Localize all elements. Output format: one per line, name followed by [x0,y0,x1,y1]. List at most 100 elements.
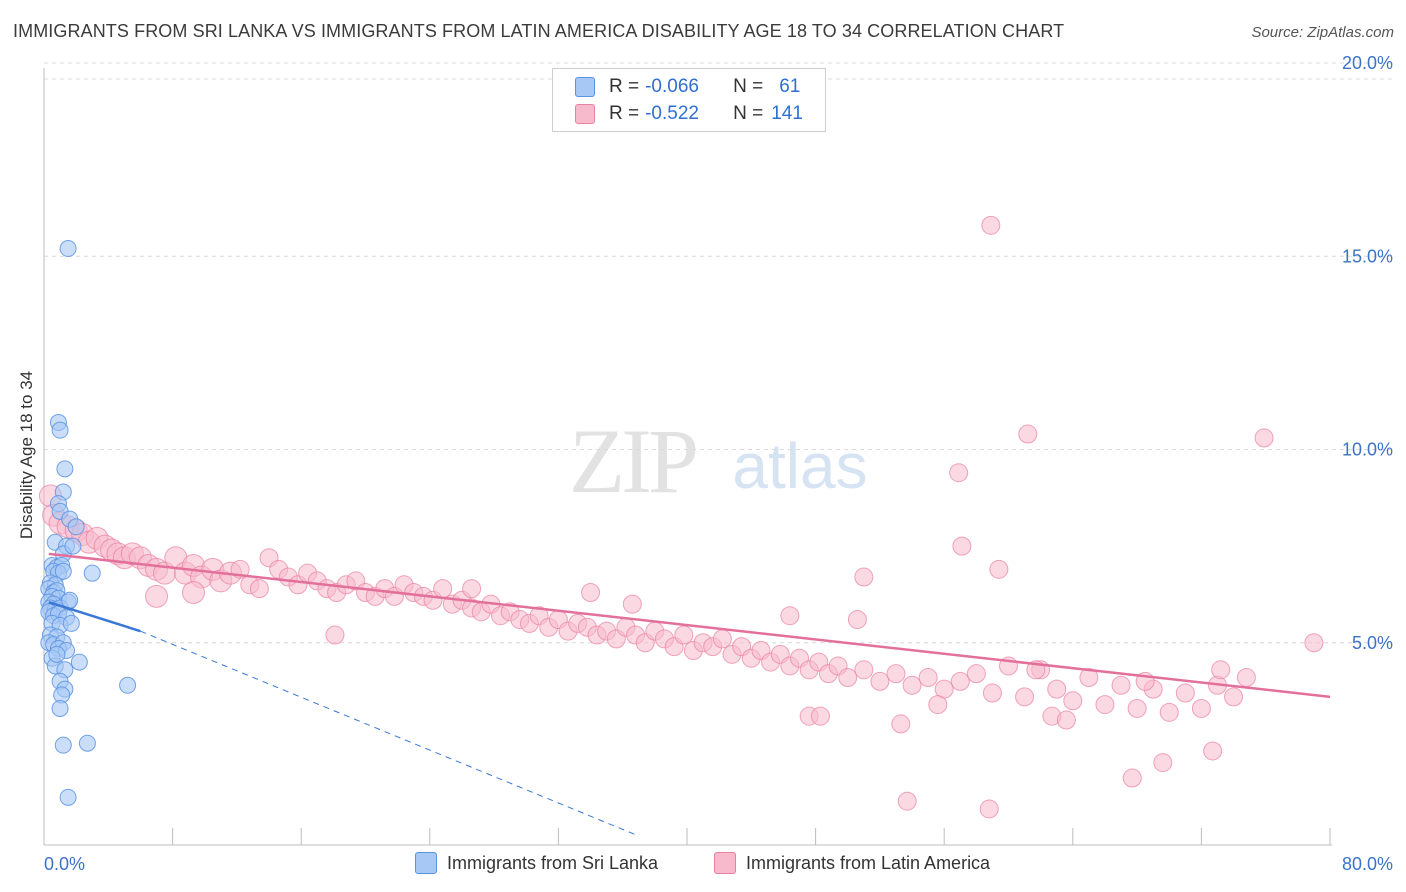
latin-america-point [1159,702,1179,722]
legend-r-value: -0.066 [645,76,699,97]
sri-lanka-point [62,614,80,632]
latin-america-point [181,581,205,605]
latin-america-point [1047,679,1067,699]
latin-america-point [949,463,969,483]
sri-lanka-point [51,699,69,717]
latin-america-point [780,606,800,626]
legend-swatch-blue [575,77,595,97]
sri-lanka-trend-line [48,600,141,633]
sri-lanka-point [67,518,85,536]
legend-row-latin-america: R = -0.522 N = 141 [575,102,803,126]
latin-america-point [1304,633,1324,653]
sri-lanka-point [59,240,77,258]
sri-lanka-point [78,734,96,752]
y-tick-label: 20.0% [1342,53,1393,73]
sri-lanka-point [64,537,82,555]
latin-america-point [854,567,874,587]
legend-r-label: R = [609,76,640,97]
y-tick-label: 15.0% [1342,246,1393,266]
x-tick-label: 80.0% [1342,854,1393,874]
series-legend: Immigrants from Sri Lanka Immigrants fro… [0,852,1406,878]
latin-america-point [979,799,999,819]
latin-america-point [854,660,874,680]
legend-row-sri-lanka: R = -0.066 N = 61 [575,75,800,99]
latin-america-point [891,714,911,734]
latin-america-point [1122,768,1142,788]
latin-america-point [981,215,1001,235]
watermark-atlas: atlas [732,430,867,502]
legend-n-value: 141 [771,103,803,124]
latin-america-point [249,579,269,599]
trend-lines [48,552,1331,837]
sri-lanka-point [70,653,88,671]
latin-america-point [1211,660,1231,680]
series-swatch-pink [714,852,736,874]
latin-america-point [950,671,970,691]
watermark-zip: ZIP [569,410,696,512]
latin-america-points [38,215,1324,819]
source-label: Source: ZipAtlas.com [1251,24,1394,41]
sri-lanka-point [56,460,74,478]
latin-america-point [918,668,938,688]
latin-america-point [1015,687,1035,707]
y-tick-label: 5.0% [1352,633,1393,653]
latin-america-point [1063,691,1083,711]
latin-america-point [674,625,694,645]
axes [43,68,1332,846]
series-swatch-blue [415,852,437,874]
sri-lanka-point [51,421,69,439]
latin-america-point [622,594,642,614]
latin-america-point [1111,675,1131,695]
latin-america-point [902,675,922,695]
series-label-sri-lanka: Immigrants from Sri Lanka [447,852,659,873]
latin-america-trend-line [48,552,1331,699]
latin-america-point [982,683,1002,703]
y-tick-label: 10.0% [1342,440,1393,460]
chart-title: IMMIGRANTS FROM SRI LANKA VS IMMIGRANTS … [13,21,1065,41]
correlation-legend: R = -0.066 N = 61 R = -0.522 N = 141 [552,68,826,132]
latin-america-point [581,583,601,603]
series-legend-latin-america: Immigrants from Latin America [714,852,990,874]
latin-america-point [1095,695,1115,715]
latin-america-point [1236,668,1256,688]
latin-america-point [966,664,986,684]
legend-swatch-pink [575,104,595,124]
series-label-latin-america: Immigrants from Latin America [746,852,991,873]
sri-lanka-trend-extension [140,630,639,837]
sri-lanka-point [54,562,72,580]
sri-lanka-point [48,645,66,663]
sri-lanka-points [40,240,137,806]
latin-america-point [1224,687,1244,707]
latin-america-point [145,584,169,608]
latin-america-point [1018,424,1038,444]
x-tick-label: 0.0% [44,854,85,874]
latin-america-point [847,610,867,630]
latin-america-point [1203,741,1223,761]
latin-america-point [870,671,890,691]
sri-lanka-point [83,564,101,582]
series-legend-sri-lanka: Immigrants from Sri Lanka [415,852,658,874]
latin-america-point [1127,698,1147,718]
legend-r-value: -0.522 [645,103,699,124]
latin-america-point [325,625,345,645]
watermark: ZIP atlas [569,410,868,512]
latin-america-point [1153,753,1173,773]
latin-america-point [952,536,972,556]
sri-lanka-point [59,788,77,806]
latin-america-point [1056,710,1076,730]
legend-n-label: N = [733,76,764,97]
sri-lanka-point [119,676,137,694]
legend-n-value: 61 [779,76,801,97]
latin-america-point [897,791,917,811]
latin-america-point [712,629,732,649]
latin-america-point [433,579,453,599]
latin-america-point [989,559,1009,579]
latin-america-point [886,664,906,684]
legend-n-label: N = [733,103,764,124]
latin-america-point [810,706,830,726]
latin-america-point [1254,428,1274,448]
latin-america-point [1079,668,1099,688]
latin-america-point [1175,683,1195,703]
latin-america-point [928,695,948,715]
